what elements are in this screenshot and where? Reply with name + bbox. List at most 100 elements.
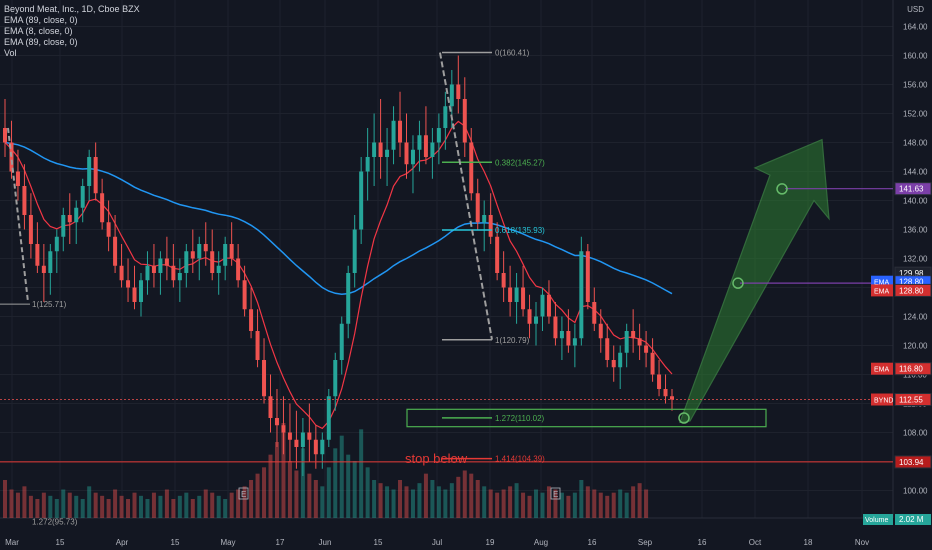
volume-bar bbox=[637, 483, 642, 518]
candle-body bbox=[190, 251, 195, 259]
candle-body bbox=[74, 207, 79, 223]
volume-bar bbox=[106, 499, 111, 518]
volume-bar bbox=[521, 492, 526, 518]
y-tick-label: 148.00 bbox=[903, 139, 928, 148]
candle-body bbox=[333, 360, 338, 397]
candle-body bbox=[61, 215, 66, 237]
x-tick-label: 16 bbox=[698, 538, 707, 547]
price-tag: 141.63 bbox=[899, 185, 924, 194]
fib-level-label: 1.414(104.39) bbox=[495, 455, 545, 464]
candle-body bbox=[339, 323, 344, 360]
candle-body bbox=[553, 316, 558, 339]
x-tick-label: 16 bbox=[588, 538, 597, 547]
x-tick-label: Mar bbox=[5, 538, 19, 547]
volume-bar bbox=[540, 492, 545, 518]
price-tag-label: BYND bbox=[874, 398, 893, 405]
candle-body bbox=[236, 258, 241, 281]
candle-body bbox=[22, 186, 27, 215]
target-arrow bbox=[679, 138, 830, 424]
candle-body bbox=[262, 360, 267, 397]
candle-body bbox=[41, 265, 46, 273]
thumbs-up-icon bbox=[678, 412, 690, 424]
candle-body bbox=[210, 251, 215, 273]
candle-body bbox=[281, 425, 286, 433]
y-tick-label: 100.00 bbox=[903, 487, 928, 496]
candle-body bbox=[501, 273, 506, 288]
price-tag: 112.55 bbox=[899, 396, 923, 405]
candle-body bbox=[469, 142, 474, 194]
volume-bar bbox=[3, 480, 7, 518]
volume-bar bbox=[268, 454, 273, 518]
candle-body bbox=[294, 439, 299, 447]
candle-body bbox=[67, 215, 72, 223]
candle-body bbox=[404, 142, 409, 165]
volume-bar bbox=[164, 489, 169, 518]
volume-bar bbox=[313, 480, 318, 518]
candle-body bbox=[320, 439, 325, 455]
volume-bar bbox=[177, 495, 182, 518]
volume-bar bbox=[145, 499, 150, 518]
volume-bar bbox=[501, 489, 506, 518]
volume-bar bbox=[644, 489, 649, 518]
indicator-ema-3[interactable]: EMA (89, close, 0) bbox=[4, 37, 78, 47]
price-tag-bg bbox=[894, 455, 932, 469]
volume-bar bbox=[598, 492, 603, 518]
y-tick-label: 144.00 bbox=[903, 168, 928, 177]
indicator-volume[interactable]: Vol bbox=[4, 48, 17, 58]
indicator-ema-1[interactable]: EMA (89, close, 0) bbox=[4, 15, 78, 25]
candle-body bbox=[145, 265, 150, 281]
volume-tag-bg bbox=[895, 514, 931, 525]
volume-bar bbox=[462, 470, 467, 518]
candle-body bbox=[618, 352, 623, 368]
candle-body bbox=[268, 396, 273, 418]
volume-bar bbox=[553, 489, 558, 518]
y-tick-label: 108.00 bbox=[903, 429, 928, 438]
candle-body bbox=[527, 309, 532, 324]
y-tick-label: 160.00 bbox=[903, 52, 928, 61]
volume-bar bbox=[100, 495, 105, 518]
candle-body bbox=[508, 287, 513, 302]
candle-body bbox=[158, 258, 163, 273]
volume-bar bbox=[398, 480, 403, 518]
price-tag-bg bbox=[894, 283, 932, 297]
candle-body bbox=[126, 280, 131, 288]
candle-body bbox=[229, 244, 234, 259]
volume-bar bbox=[585, 486, 590, 518]
candle-body bbox=[436, 128, 441, 143]
candle-body bbox=[113, 236, 118, 266]
candle-body bbox=[663, 389, 668, 397]
x-tick-label: 15 bbox=[56, 538, 65, 547]
candle-body bbox=[391, 120, 396, 150]
volume-bar bbox=[456, 476, 461, 518]
candle-body bbox=[540, 294, 545, 317]
candle-body bbox=[624, 331, 629, 353]
stop-below-label: stop below bbox=[405, 451, 468, 466]
candle-body bbox=[423, 135, 428, 157]
volume-bar bbox=[475, 480, 480, 518]
volume-bar bbox=[592, 489, 597, 518]
volume-bar bbox=[624, 492, 629, 518]
x-tick-label: Aug bbox=[534, 538, 548, 547]
candle-body bbox=[378, 142, 383, 157]
earnings-marker-label: E bbox=[241, 490, 246, 499]
candle-body bbox=[3, 128, 7, 143]
candle-body bbox=[657, 374, 662, 389]
candle-body bbox=[93, 157, 98, 194]
candle-body bbox=[462, 99, 467, 143]
price-tag-label-bg bbox=[871, 393, 893, 406]
x-tick-label: Jun bbox=[319, 538, 332, 547]
fib-level-label: 0(160.41) bbox=[495, 49, 530, 58]
candle-body bbox=[644, 345, 649, 353]
volume-bar bbox=[216, 495, 221, 518]
volume-bar bbox=[15, 492, 20, 518]
x-tick-label: May bbox=[220, 538, 235, 547]
indicator-ema-2[interactable]: EMA (8, close, 0) bbox=[4, 26, 73, 36]
candle-body bbox=[48, 251, 53, 273]
candle-body bbox=[255, 331, 260, 360]
price-tag-label-bg bbox=[871, 362, 893, 375]
currency-label[interactable]: USD bbox=[907, 5, 924, 14]
x-tick-label: 19 bbox=[486, 538, 495, 547]
candle-body bbox=[87, 157, 92, 186]
volume-bar bbox=[391, 489, 396, 518]
